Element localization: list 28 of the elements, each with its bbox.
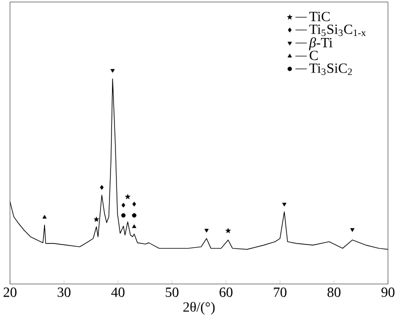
legend-label: β-Ti	[308, 37, 332, 50]
point	[282, 202, 286, 206]
point	[350, 228, 354, 232]
point	[100, 185, 104, 190]
point	[110, 69, 115, 73]
point	[94, 216, 100, 222]
x-tick-label: 50	[166, 288, 178, 297]
point	[225, 228, 231, 234]
point	[42, 214, 47, 219]
legend-label: C	[310, 50, 318, 60]
x-tick-label: 40	[111, 288, 124, 297]
point	[132, 202, 136, 206]
point	[132, 213, 136, 218]
point	[121, 213, 126, 218]
x-tick-label: 20	[4, 288, 16, 297]
x-axis-title: 2θ/(°)	[183, 302, 215, 315]
legend-label: Ti$_{3}$SiC$_{2}$	[309, 64, 352, 76]
point	[204, 228, 209, 233]
x-tick-label: 90	[381, 288, 394, 297]
point	[125, 194, 130, 200]
x-tick-label: 60	[220, 288, 232, 297]
point	[132, 224, 136, 228]
x-tick-label: 70	[274, 288, 286, 297]
x-tick-label: 80	[328, 288, 340, 297]
legend-label: TiC	[309, 12, 330, 22]
legend-label: Ti$_{5}$Si$_{3}$C$_{1-x}$	[309, 24, 366, 36]
x-tick-label: 30	[58, 288, 70, 297]
point	[122, 202, 126, 208]
